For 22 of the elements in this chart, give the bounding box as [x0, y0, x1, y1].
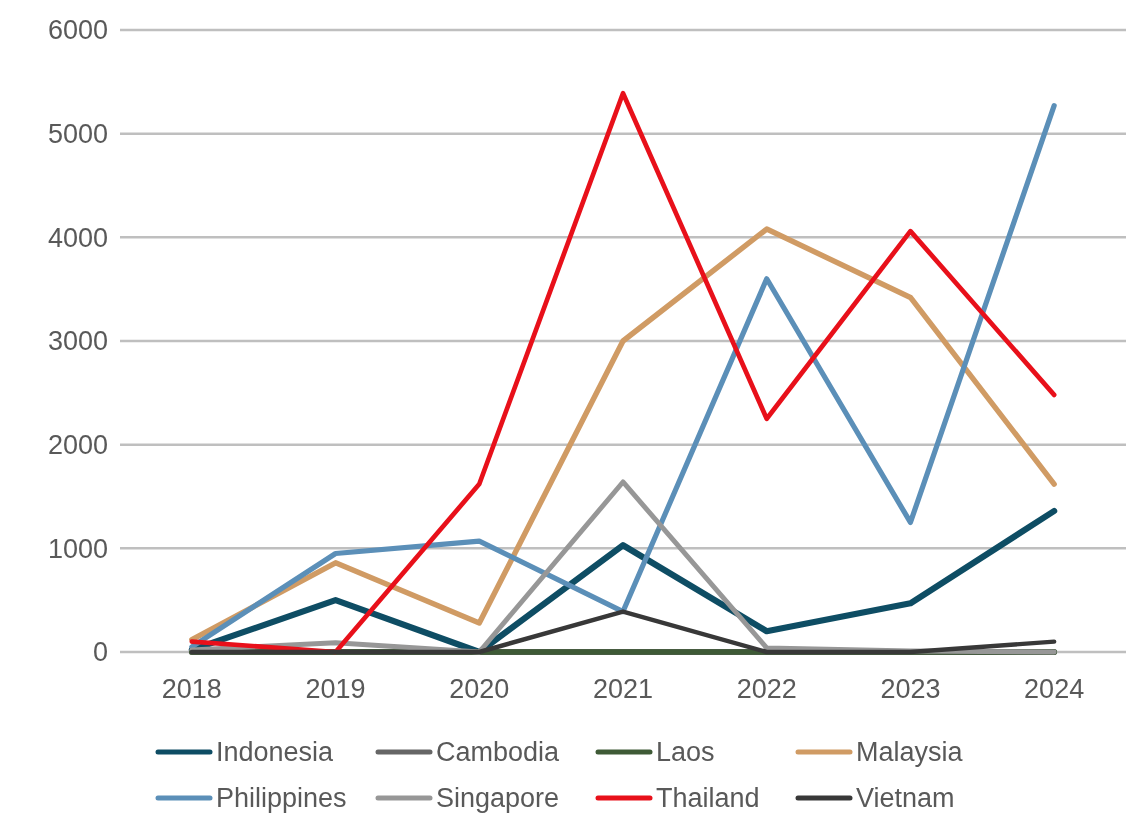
x-tick-label: 2019	[305, 674, 366, 704]
legend-label: Singapore	[436, 783, 560, 814]
x-tick-label: 2021	[592, 674, 654, 704]
legend-label: Malaysia	[856, 737, 964, 768]
legend-label: Indonesia	[216, 737, 335, 768]
y-tick-label: 0	[92, 637, 108, 668]
x-tick-label: 2018	[161, 674, 222, 704]
x-tick-label: 2022	[736, 674, 797, 704]
y-tick-label: 6000	[47, 15, 108, 46]
x-tick-label: 2023	[880, 674, 941, 704]
y-tick-label: 3000	[47, 326, 108, 357]
y-tick-label: 2000	[47, 430, 108, 461]
x-tick-label: 2020	[449, 674, 510, 704]
y-tick-label: 1000	[47, 533, 108, 564]
legend-label: Vietnam	[856, 783, 955, 814]
legend-label: Cambodia	[436, 737, 561, 768]
x-tick-label: 2024	[1024, 674, 1085, 704]
legend-label: Thailand	[656, 783, 760, 814]
y-tick-label: 5000	[47, 119, 108, 150]
legend-label: Philippines	[216, 783, 347, 814]
y-tick-label: 4000	[47, 222, 108, 253]
legend-label: Laos	[656, 737, 715, 768]
